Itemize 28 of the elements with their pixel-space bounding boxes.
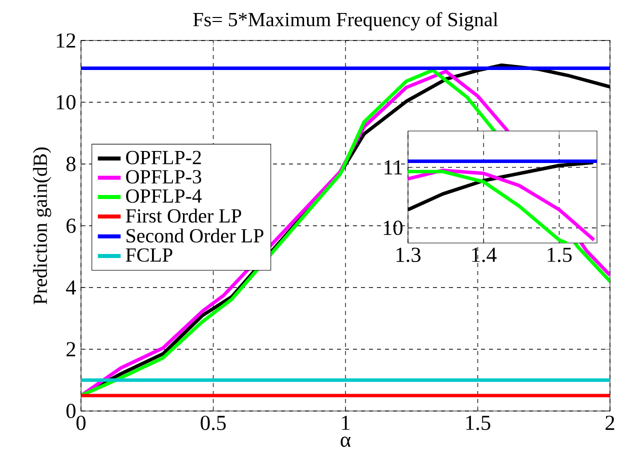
- legend-label: OPFLP-3: [126, 170, 202, 184]
- line-series: [408, 168, 596, 242]
- y-tick-label: 10: [384, 220, 402, 236]
- y-tick-label: 11: [384, 160, 402, 174]
- x-tick-label: 1.5: [548, 248, 572, 262]
- legend-label: FCLP: [126, 248, 172, 262]
- y-tick-label: 6: [66, 218, 76, 233]
- legend-label: OPFLP-4: [126, 189, 202, 203]
- y-axis-title: Prediction gain(dB): [32, 147, 52, 304]
- y-tick-label: 0: [66, 404, 76, 418]
- x-tick-label: 0.5: [200, 416, 226, 430]
- y-tick-label: 4: [66, 280, 76, 295]
- y-tick-label: 2: [66, 342, 76, 356]
- legend-label: OPFLP-2: [126, 150, 201, 164]
- line-series: [408, 170, 568, 243]
- x-tick-label: 0: [76, 416, 86, 430]
- y-tick-label: 12: [56, 33, 76, 48]
- legend-label: Second Order LP: [126, 228, 264, 243]
- y-tick-label: 10: [56, 95, 76, 110]
- x-tick-label: 1.3: [396, 248, 420, 262]
- legend-label: First Order LP: [126, 208, 242, 223]
- chart-title: Fs= 5*Maximum Frequency of Signal: [193, 12, 498, 30]
- x-tick-label: 1.4: [472, 248, 497, 262]
- x-axis-title: α: [340, 436, 351, 447]
- x-tick-label: 1: [342, 416, 350, 430]
- y-tick-label: 8: [66, 156, 76, 172]
- x-tick-label: 2: [606, 416, 614, 430]
- x-tick-label: 1.5: [466, 416, 490, 430]
